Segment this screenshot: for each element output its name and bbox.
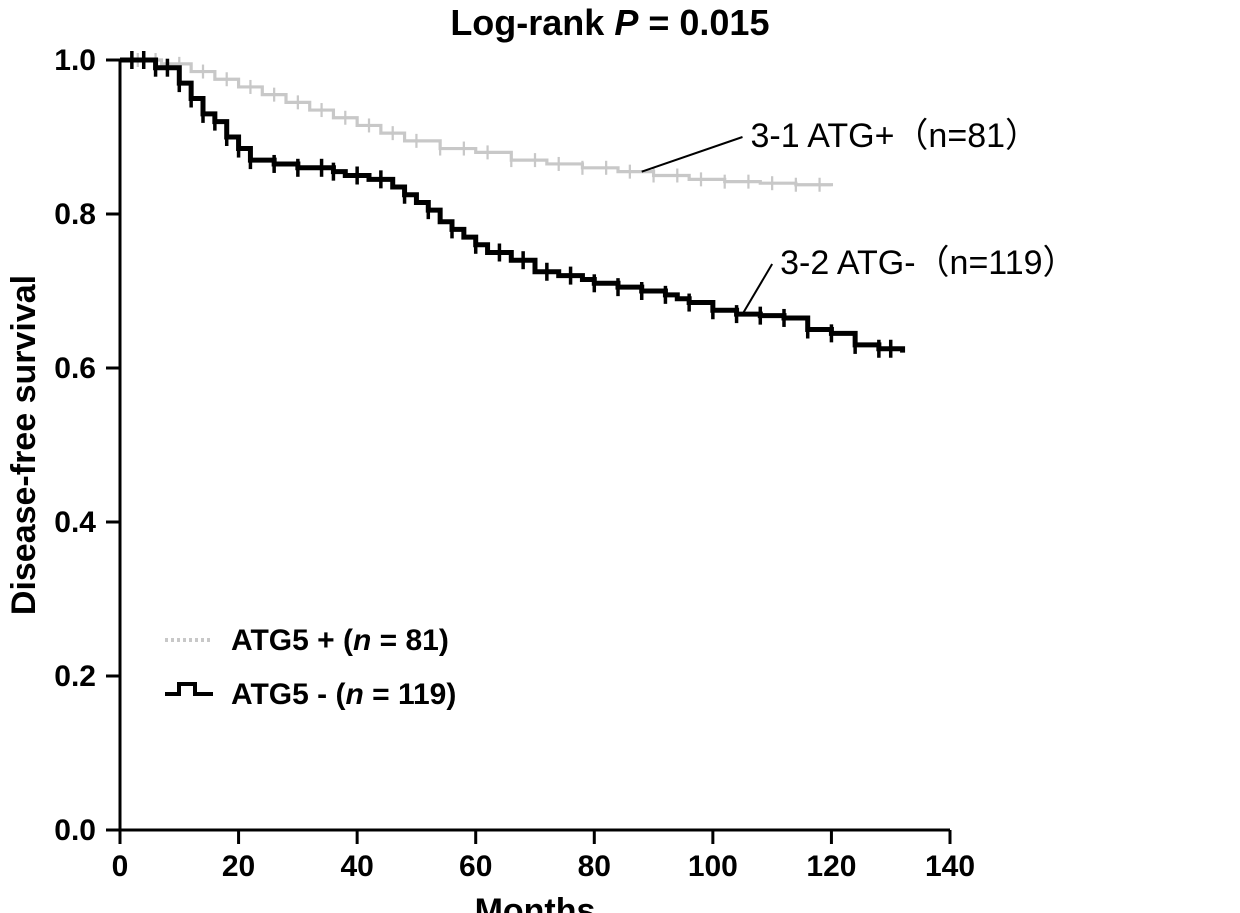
km-chart-svg: 0 20 40 60 80 100 120 140 Months 0.0 0.2 0.4 0.6 0.8 1… [0, 0, 1240, 913]
x-tick-label: 0 [112, 850, 129, 883]
x-tick-label: 140 [925, 850, 975, 883]
y-tick-label: 0.4 [54, 506, 96, 539]
y-tick-label: 1.0 [54, 44, 96, 77]
x-tick-label: 120 [806, 850, 856, 883]
x-axis-label: Months [475, 892, 596, 913]
series-annotation: 3-1 ATG+（n=81） [751, 117, 1040, 155]
x-tick-label: 20 [222, 850, 255, 883]
x-tick-label: 80 [578, 850, 611, 883]
legend-label: ATG5 + (n = 81) [231, 624, 449, 657]
x-tick-label: 100 [688, 850, 738, 883]
x-tick-label: 40 [340, 850, 373, 883]
series-annotation: 3-2 ATG-（n=119） [780, 244, 1076, 282]
chart-title: Log-rank P = 0.015 [450, 2, 769, 43]
km-chart-container: 0 20 40 60 80 100 120 140 Months 0.0 0.2 0.4 0.6 0.8 1… [0, 0, 1240, 913]
x-tick-label: 60 [459, 850, 492, 883]
y-tick-label: 0.6 [54, 352, 96, 385]
legend-label: ATG5 - (n = 119) [231, 678, 456, 711]
y-tick-label: 0.0 [54, 814, 96, 847]
y-axis-label: Disease-free survival [5, 275, 43, 615]
y-tick-label: 0.2 [54, 660, 96, 693]
y-tick-label: 0.8 [54, 198, 96, 231]
